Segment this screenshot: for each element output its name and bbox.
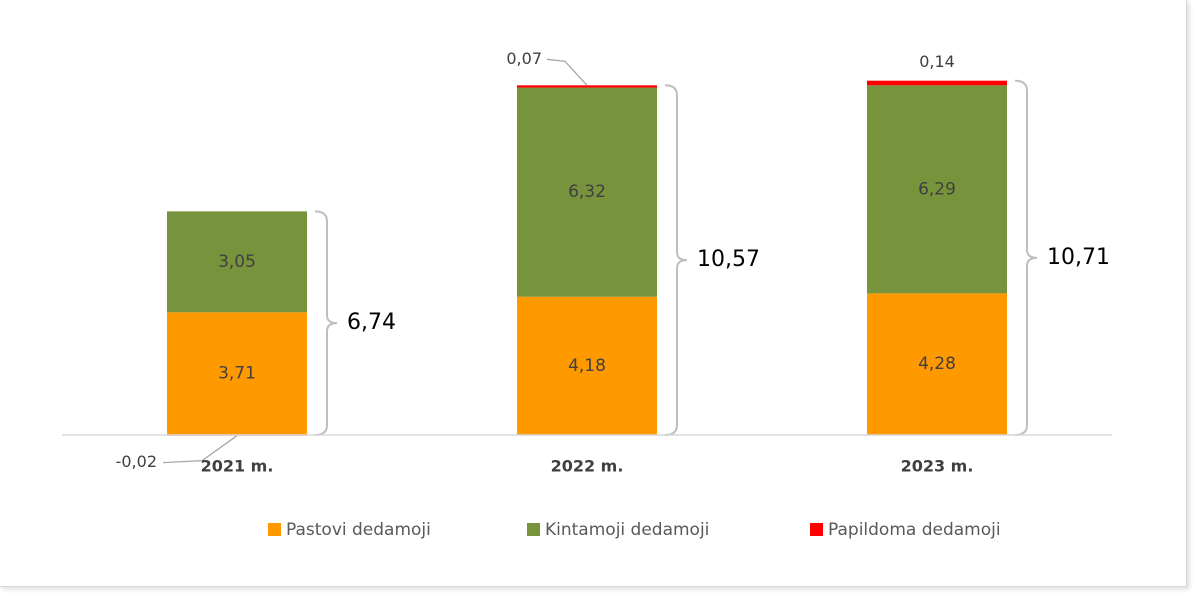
- value-label: 6,32: [568, 182, 606, 202]
- legend-swatch: [810, 523, 823, 536]
- x-tick-label: 2021 m.: [201, 457, 274, 476]
- value-label: 0,14: [919, 52, 955, 71]
- x-tick-label: 2023 m.: [901, 457, 974, 476]
- value-label: 0,07: [506, 49, 542, 68]
- leader-line: [546, 58, 588, 86]
- bar-segment: [517, 85, 657, 88]
- legend-swatch: [527, 523, 540, 536]
- total-label: 10,57: [697, 247, 760, 272]
- legend-label: Kintamoji dedamoji: [545, 520, 709, 540]
- x-tick-label: 2022 m.: [551, 457, 624, 476]
- value-label: 3,71: [218, 364, 256, 384]
- value-label: 4,18: [568, 356, 606, 376]
- bar-segment: [167, 312, 307, 435]
- total-label: 10,71: [1047, 245, 1110, 270]
- value-label: 4,28: [918, 354, 956, 374]
- value-label: -0,02: [116, 452, 157, 471]
- total-brace: [664, 84, 688, 436]
- value-label: 3,05: [218, 252, 256, 272]
- bar-segment: [167, 211, 307, 313]
- bar-segment: [867, 80, 1007, 86]
- leader-line: [162, 435, 238, 464]
- bar-segment: [867, 85, 1007, 294]
- value-label: 6,29: [918, 179, 956, 199]
- total-label: 6,74: [347, 310, 396, 335]
- chart: 3,71 3,05 -0,02 6,74 2021 m. 4,18 6,32 0,07 10,5…: [62, 49, 1112, 540]
- bar-segment: [517, 296, 657, 435]
- total-brace: [314, 210, 338, 436]
- legend-swatch: [268, 523, 281, 536]
- legend-label: Papildoma dedamoji: [828, 520, 1001, 540]
- legend-label: Pastovi dedamoji: [286, 520, 431, 540]
- bar-segment: [517, 87, 657, 297]
- bar-segment: [867, 293, 1007, 435]
- total-brace: [1014, 79, 1038, 436]
